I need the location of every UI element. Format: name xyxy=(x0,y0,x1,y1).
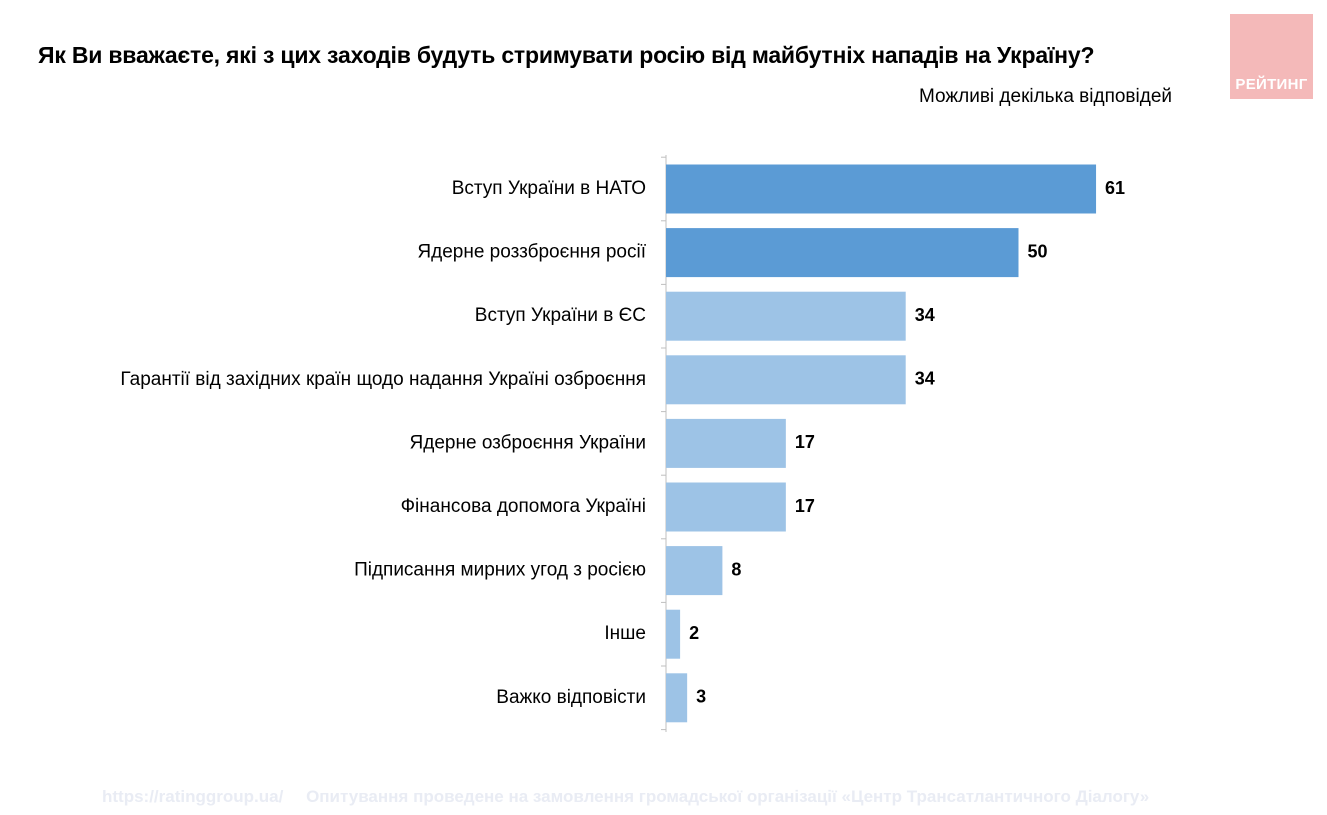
value-label: 2 xyxy=(689,623,699,643)
category-label: Вступ України в НАТО xyxy=(452,178,646,199)
value-label: 17 xyxy=(795,496,815,516)
bar xyxy=(666,609,681,659)
chart-subtitle: Можливі декілька відповідей xyxy=(919,86,1172,107)
value-label: 17 xyxy=(795,432,815,452)
bar xyxy=(666,164,1097,214)
footer-url: https://ratinggroup.ua/ xyxy=(102,787,284,806)
footer: https://ratinggroup.ua/ Опитування прове… xyxy=(102,787,1149,807)
logo-text: РЕЙТИНГ xyxy=(1235,76,1308,93)
bar xyxy=(666,228,1019,278)
bar xyxy=(666,355,906,405)
chart-title: Як Ви вважаєте, які з цих заходів будуть… xyxy=(38,42,1095,68)
bar xyxy=(666,418,786,468)
bar xyxy=(666,546,723,596)
bar xyxy=(666,673,688,723)
bar xyxy=(666,482,786,532)
value-label: 50 xyxy=(1028,241,1048,261)
value-label: 34 xyxy=(915,305,935,325)
category-label: Ядерне роззброєння росії xyxy=(417,242,646,263)
category-label: Підписання мирних угод з росією xyxy=(354,560,646,581)
category-label: Важко відповісти xyxy=(496,687,646,708)
value-label: 61 xyxy=(1105,178,1125,198)
value-label: 8 xyxy=(731,559,741,579)
footer-note: Опитування проведене на замовлення грома… xyxy=(306,787,1150,806)
category-label: Інше xyxy=(604,623,646,644)
category-label: Ядерне озброєння України xyxy=(410,432,646,453)
value-label: 34 xyxy=(915,369,935,389)
category-label: Гарантії від західних країн щодо надання… xyxy=(120,369,646,390)
category-label: Вступ України в ЄС xyxy=(475,305,646,326)
bar xyxy=(666,291,906,341)
rating-logo: РЕЙТИНГ xyxy=(1230,14,1313,99)
category-label: Фінансова допомога Україні xyxy=(401,496,646,517)
value-label: 3 xyxy=(696,687,706,707)
